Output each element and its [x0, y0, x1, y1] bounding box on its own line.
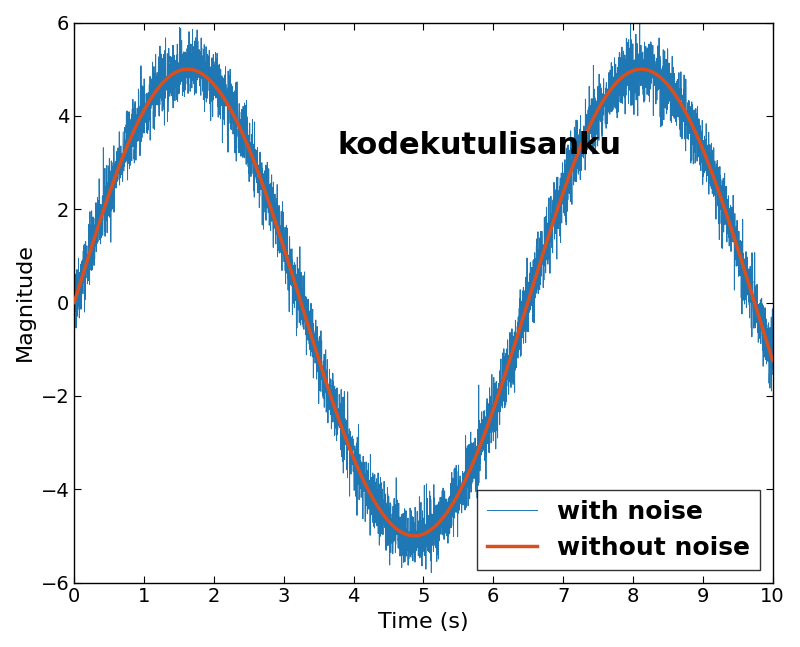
- with noise: [426, 569, 436, 576]
- with noise: [524, 285, 534, 293]
- with noise: [768, 371, 778, 378]
- without noise: [644, 67, 654, 74]
- Legend: with noise, without noise: with noise, without noise: [477, 490, 760, 570]
- without noise: [489, 406, 498, 414]
- Line: with noise: with noise: [74, 20, 773, 573]
- Text: kodekutulisanku: kodekutulisanku: [338, 131, 622, 160]
- with noise: [626, 16, 635, 24]
- Line: without noise: without noise: [74, 69, 773, 536]
- without noise: [336, 422, 346, 430]
- without noise: [768, 356, 778, 364]
- with noise: [590, 124, 600, 132]
- without noise: [590, 111, 600, 118]
- with noise: [70, 291, 79, 298]
- with noise: [196, 59, 206, 67]
- without noise: [70, 299, 79, 307]
- X-axis label: Time (s): Time (s): [378, 612, 469, 632]
- with noise: [489, 409, 498, 417]
- with noise: [644, 41, 654, 49]
- with noise: [336, 393, 346, 401]
- without noise: [524, 296, 534, 303]
- without noise: [410, 532, 419, 540]
- Y-axis label: Magnitude: Magnitude: [15, 244, 35, 362]
- without noise: [196, 69, 206, 77]
- without noise: [636, 65, 646, 73]
